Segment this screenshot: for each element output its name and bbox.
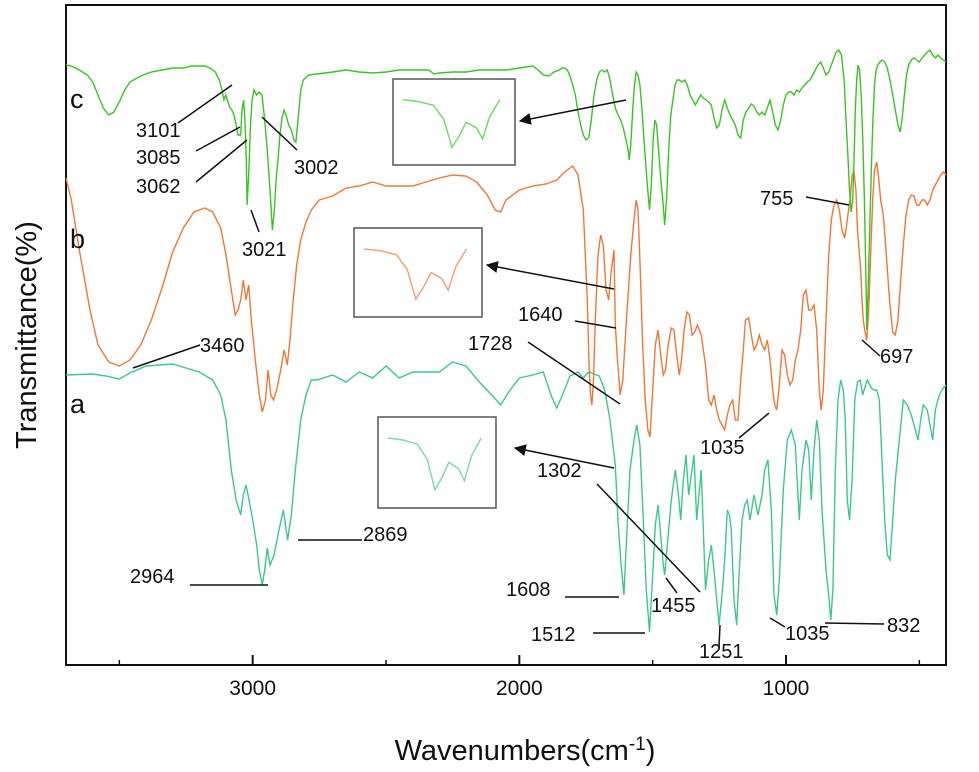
annotation-leader-11 bbox=[527, 341, 621, 405]
peak-label-3085: 3085 bbox=[136, 147, 181, 169]
peak-label-832: 832 bbox=[887, 615, 920, 637]
peak-label-755: 755 bbox=[760, 188, 793, 210]
series-label-layer: a b c bbox=[70, 84, 86, 419]
x-axis-ticks: 3000 2000 1000 bbox=[118, 655, 921, 700]
plot-frame bbox=[65, 4, 947, 666]
series-label-a: a bbox=[70, 389, 86, 419]
peak-label-3021: 3021 bbox=[242, 239, 287, 261]
inset-curve bbox=[387, 437, 482, 492]
inset-layer bbox=[353, 78, 627, 509]
series-line-b bbox=[65, 161, 947, 438]
inset-frame bbox=[377, 416, 497, 509]
annotation-layer: 3101 3085 3062 3002 3021 3460 2869 2964 755 697 16… bbox=[130, 84, 920, 663]
annotation-leader-18 bbox=[769, 617, 786, 628]
y-axis-label: Transmittance(%) bbox=[11, 221, 43, 449]
inset-curve bbox=[402, 99, 501, 150]
peak-label-2964: 2964 bbox=[130, 566, 175, 588]
peak-label-1302: 1302 bbox=[537, 460, 582, 482]
annotation-leader-13 bbox=[596, 483, 701, 593]
series-label-b: b bbox=[70, 224, 85, 254]
series-layer bbox=[65, 48, 947, 633]
inset-arrow bbox=[513, 444, 615, 469]
x-tick-label-2: 1000 bbox=[763, 677, 810, 700]
series-label-c: c bbox=[70, 84, 84, 114]
x-axis-label: Wavenumbers(cm-1) bbox=[395, 734, 656, 768]
peak-label-697: 697 bbox=[880, 346, 913, 368]
peak-label-3002: 3002 bbox=[294, 157, 339, 179]
annotation-leader-5 bbox=[132, 344, 201, 369]
annotation-leader-10 bbox=[574, 320, 617, 329]
peak-label-3101: 3101 bbox=[136, 120, 181, 142]
inset-arrow bbox=[518, 99, 627, 125]
peak-label-1608: 1608 bbox=[506, 579, 551, 601]
peak-label-2869: 2869 bbox=[363, 524, 408, 546]
series-line-c bbox=[65, 48, 947, 331]
inset-arrow bbox=[485, 261, 615, 290]
x-tick-label-0: 3000 bbox=[229, 677, 276, 700]
peak-label-1728: 1728 bbox=[468, 333, 513, 355]
peak-label-1035: 1035 bbox=[785, 623, 830, 645]
peak-label-1512: 1512 bbox=[531, 624, 576, 646]
annotation-leader-12 bbox=[738, 412, 770, 439]
zoom-inset-a bbox=[377, 416, 615, 509]
peak-label-1640: 1640 bbox=[518, 304, 563, 326]
series-line-a bbox=[65, 361, 947, 633]
annotation-leader-3 bbox=[261, 116, 298, 151]
x-axis-label-sup: -1 bbox=[629, 734, 646, 755]
annotation-leader-4 bbox=[250, 209, 260, 233]
x-axis-label-tail: ) bbox=[646, 735, 656, 767]
annotation-leader-15 bbox=[665, 577, 678, 594]
inset-frame bbox=[353, 227, 483, 318]
annotation-leader-2 bbox=[195, 139, 248, 183]
zoom-inset-c bbox=[392, 78, 627, 166]
annotation-leader-8 bbox=[805, 196, 850, 206]
peak-label-3062: 3062 bbox=[136, 176, 181, 198]
zoom-inset-b bbox=[353, 227, 615, 318]
peak-label-1251: 1251 bbox=[699, 641, 744, 663]
annotation-leader-19 bbox=[824, 622, 885, 625]
x-axis-label-main: Wavenumbers(cm bbox=[395, 735, 629, 767]
peak-label-1455: 1455 bbox=[651, 595, 696, 617]
annotation-leader-17 bbox=[718, 624, 721, 648]
inset-frame bbox=[392, 78, 516, 166]
annotation-leader-0 bbox=[177, 84, 233, 124]
inset-curve bbox=[363, 248, 468, 301]
annotation-leader-9 bbox=[861, 339, 881, 357]
annotation-leader-1 bbox=[195, 126, 241, 152]
x-tick-label-1: 2000 bbox=[496, 677, 543, 700]
peak-label-1035: 1035 bbox=[700, 437, 745, 459]
peak-label-3460: 3460 bbox=[200, 335, 245, 357]
